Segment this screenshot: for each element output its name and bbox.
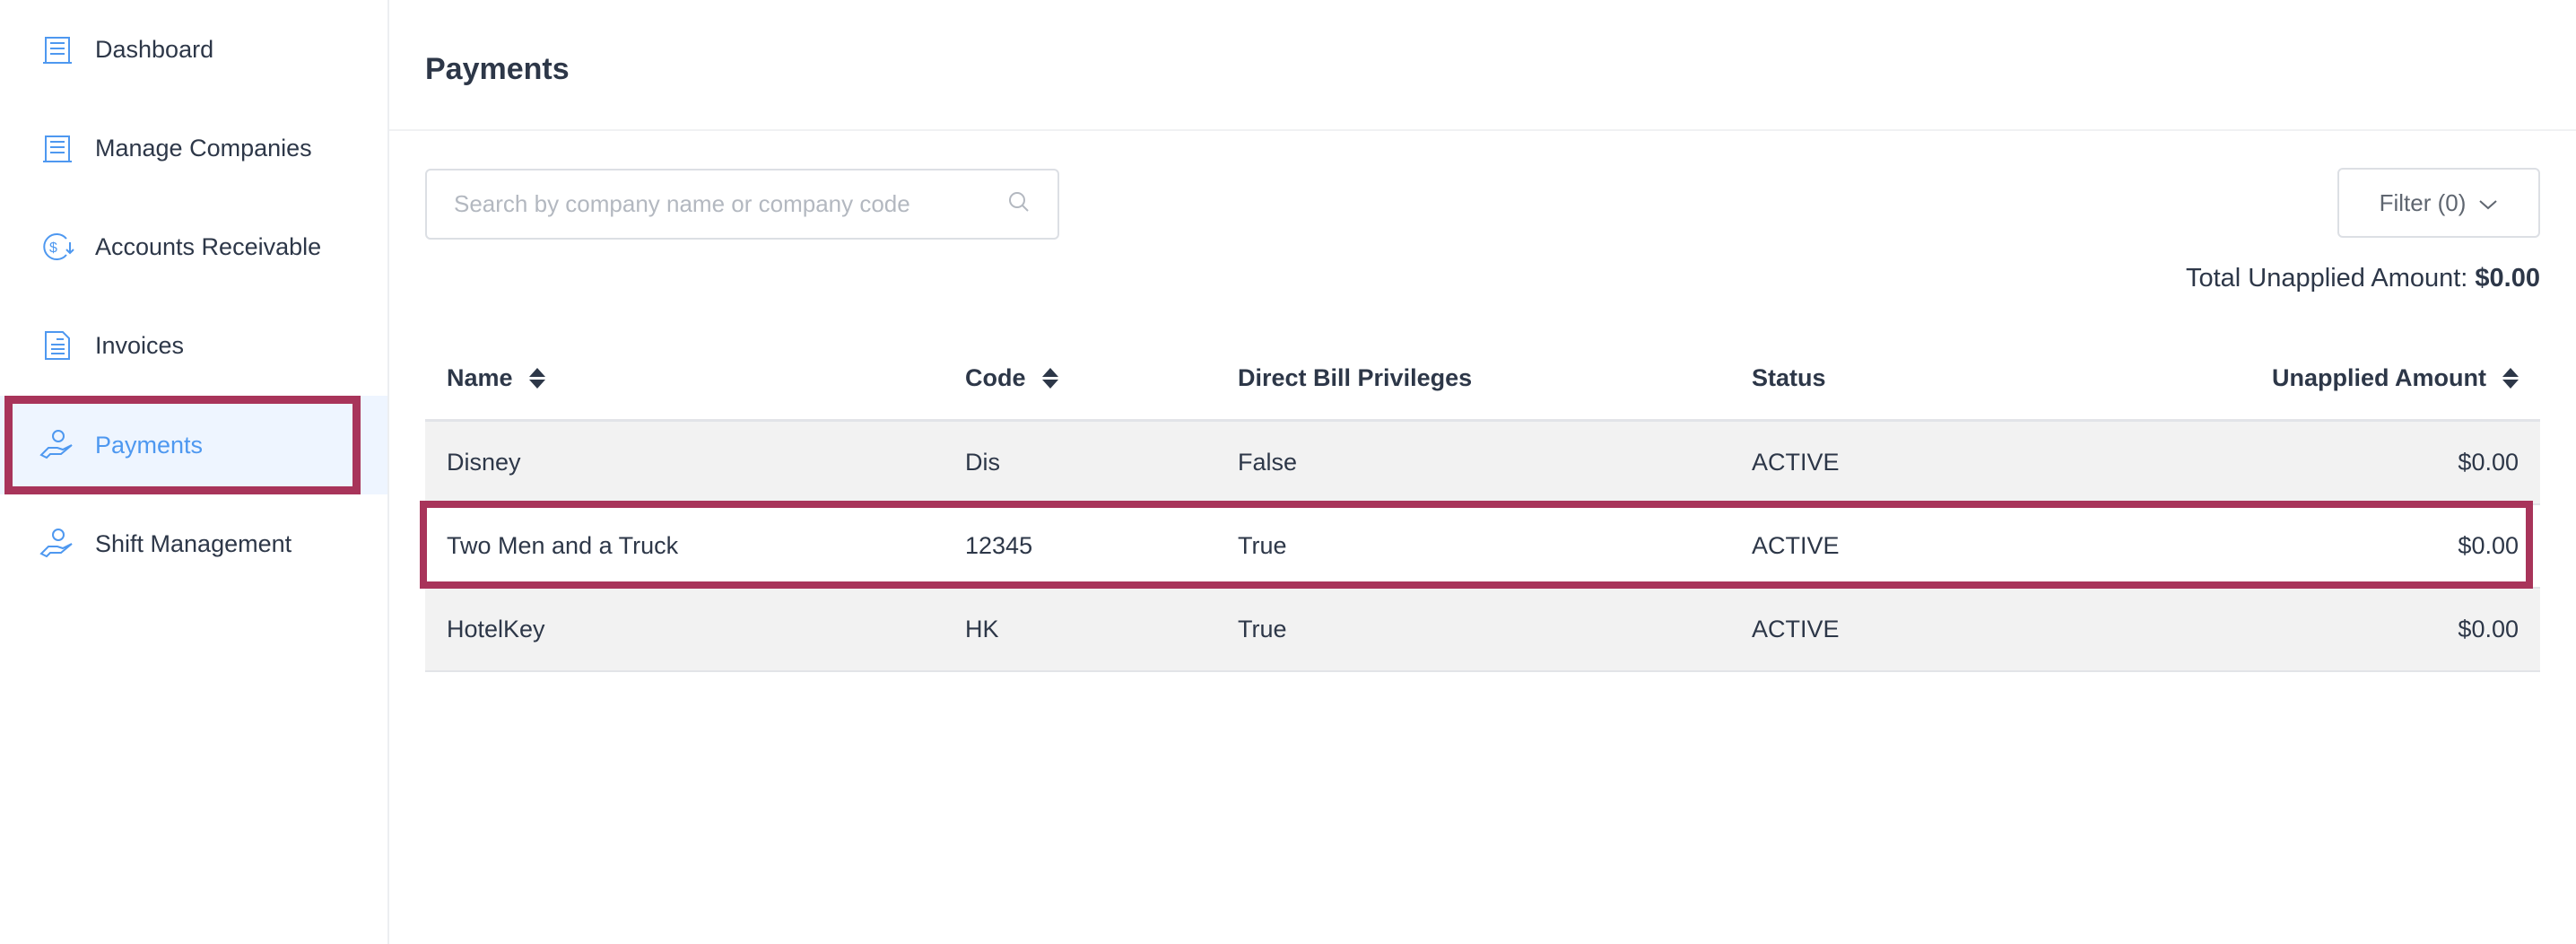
sidebar-item-label: Shift Management: [95, 529, 292, 557]
table-row[interactable]: HotelKey HK True ACTIVE $0.00: [425, 589, 2540, 672]
search-box[interactable]: [425, 169, 1059, 240]
filter-button[interactable]: Filter (0): [2337, 168, 2540, 238]
sidebar-item-accounts-receivable[interactable]: $ Accounts Receivable: [0, 197, 387, 296]
column-name[interactable]: Name: [425, 364, 944, 392]
cell-direct-bill: True: [1238, 532, 1287, 559]
sidebar-item-shift-management[interactable]: Shift Management: [0, 494, 387, 593]
column-unapplied-amount[interactable]: Unapplied Amount: [2179, 364, 2540, 392]
column-status: Status: [1730, 364, 2179, 392]
cell-direct-bill: True: [1238, 616, 1287, 642]
cell-code: 12345: [965, 532, 1033, 559]
table-row[interactable]: Disney Dis False ACTIVE $0.00: [425, 422, 2540, 505]
hand-coin-icon: [39, 427, 75, 463]
cell-status: ACTIVE: [1752, 616, 1840, 642]
column-label: Code: [965, 364, 1026, 391]
search-icon[interactable]: [1007, 190, 1031, 218]
dollar-cycle-icon: $: [39, 229, 75, 265]
sidebar-item-invoices[interactable]: Invoices: [0, 296, 387, 395]
cell-name: Disney: [447, 449, 521, 476]
cell-direct-bill: False: [1238, 449, 1298, 476]
column-direct-bill: Direct Bill Privileges: [1216, 364, 1730, 392]
search-input[interactable]: [454, 190, 1007, 218]
table-row[interactable]: Two Men and a Truck 12345 True ACTIVE $0…: [425, 505, 2540, 589]
page-title: Payments: [425, 52, 570, 86]
sidebar-item-label: Accounts Receivable: [95, 232, 322, 260]
cell-status: ACTIVE: [1752, 532, 1840, 559]
cell-amount: $0.00: [2458, 532, 2519, 559]
sidebar-item-label: Manage Companies: [95, 134, 312, 162]
chevron-down-icon: [2478, 189, 2498, 217]
column-code[interactable]: Code: [944, 364, 1216, 392]
column-label: Name: [447, 364, 513, 391]
cell-name: Two Men and a Truck: [447, 532, 679, 559]
sidebar-item-label: Payments: [95, 431, 204, 459]
total-value: $0.00: [2475, 264, 2540, 293]
building-icon: [39, 31, 75, 67]
svg-text:$: $: [49, 240, 57, 256]
total-unapplied-amount: Total Unapplied Amount: $0.00: [2186, 264, 2540, 293]
sidebar: Dashboard Manage Companies $ Accounts Re…: [0, 0, 389, 944]
cell-name: HotelKey: [447, 616, 545, 642]
column-label: Unapplied Amount: [2272, 364, 2486, 391]
sidebar-item-manage-companies[interactable]: Manage Companies: [0, 99, 387, 197]
cell-amount: $0.00: [2458, 449, 2519, 476]
cell-code: HK: [965, 616, 999, 642]
sidebar-item-payments[interactable]: Payments: [0, 396, 387, 494]
column-label: Status: [1752, 364, 1826, 391]
cell-code: Dis: [965, 449, 1000, 476]
total-label: Total Unapplied Amount:: [2185, 264, 2468, 293]
sort-icon[interactable]: [1041, 368, 1058, 389]
sidebar-item-label: Invoices: [95, 331, 185, 359]
sort-icon[interactable]: [528, 368, 545, 389]
filter-label: Filter (0): [2379, 188, 2467, 216]
cell-amount: $0.00: [2458, 616, 2519, 642]
table-header: Name Code Direct Bill Privileges Status …: [425, 337, 2540, 422]
payments-table: Name Code Direct Bill Privileges Status …: [425, 337, 2540, 672]
sort-icon[interactable]: [2502, 368, 2519, 389]
cell-status: ACTIVE: [1752, 449, 1840, 476]
sidebar-item-dashboard[interactable]: Dashboard: [0, 0, 387, 99]
building-icon: [39, 130, 75, 166]
page-header: Payments: [389, 0, 2576, 131]
sidebar-item-label: Dashboard: [95, 35, 214, 63]
hand-coin-icon: [39, 526, 75, 562]
column-label: Direct Bill Privileges: [1238, 364, 1473, 391]
invoice-icon: [39, 328, 75, 363]
